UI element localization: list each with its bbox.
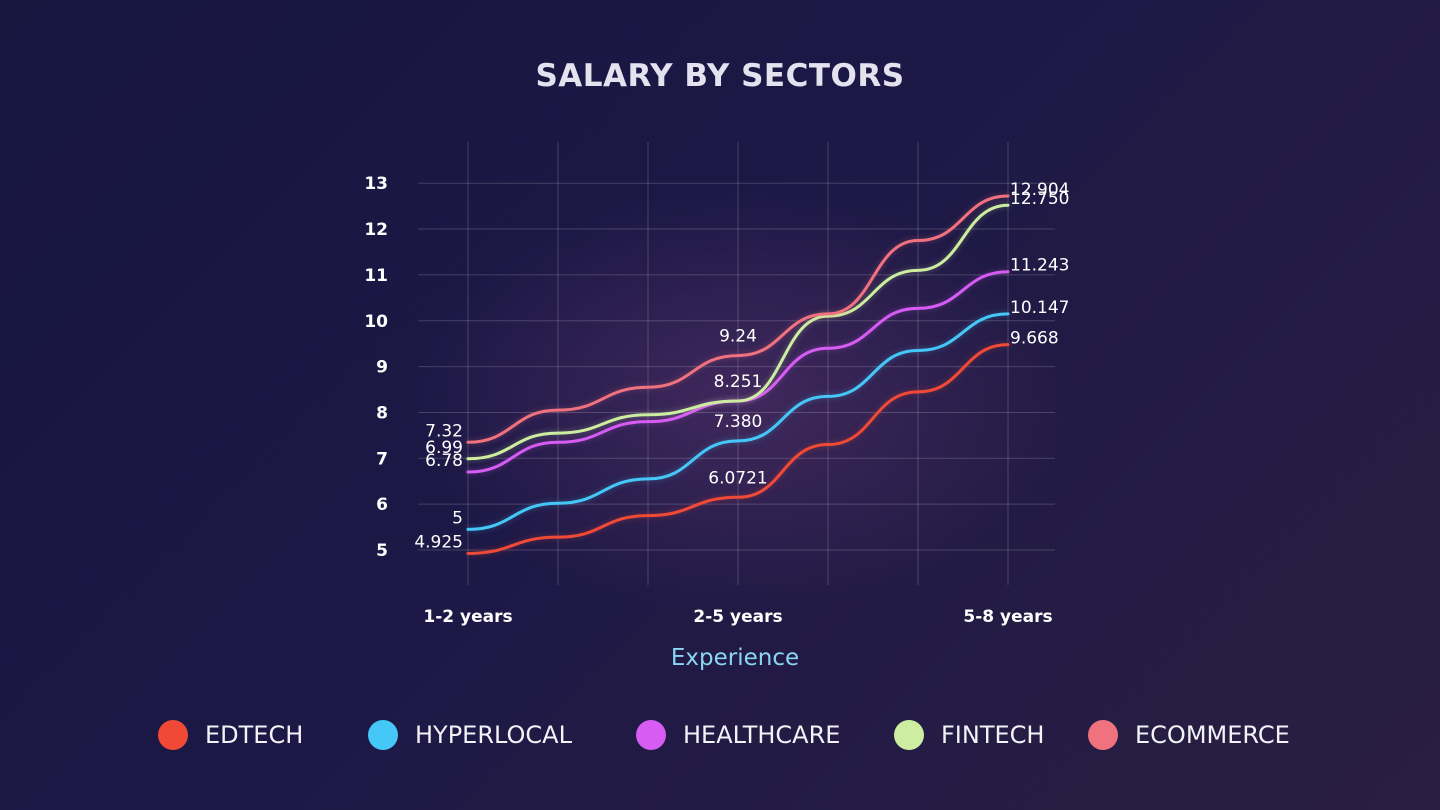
- x-axis-label: Experience: [670, 645, 800, 671]
- data-label-hyperlocal: 5: [452, 508, 463, 528]
- legend-item-healthcare: HEALTHCARE: [636, 714, 840, 756]
- data-label-edtech: 9.668: [1010, 329, 1059, 349]
- data-label-healthcare: 11.243: [1010, 256, 1069, 276]
- data-label-fintech: 6.99: [425, 438, 463, 458]
- legend-label: HEALTHCARE: [683, 721, 841, 749]
- legend-item-fintech: FINTECH: [894, 714, 1044, 756]
- legend-swatch: [158, 720, 188, 750]
- series-line-fintech: [466, 203, 1010, 461]
- data-label-ecommerce: 7.32: [425, 421, 463, 441]
- y-tick-label: 8: [376, 403, 388, 423]
- x-tick-label: 2-5 years: [693, 607, 782, 627]
- y-tick-label: 7: [376, 449, 388, 469]
- y-tick-label: 9: [376, 358, 388, 378]
- line-chart: 5 6 7 8 9 10 11 12 13 1-2 years 2-5 years 5-8 year…: [364, 174, 1070, 627]
- y-tick-label: 11: [364, 266, 388, 286]
- x-tick-label: 1-2 years: [423, 607, 512, 627]
- series-lines: [466, 194, 1010, 555]
- legend-item-edtech: EDTECH: [158, 714, 303, 756]
- y-tick-label: 5: [376, 541, 388, 561]
- series-line-ecommerce: [466, 194, 1010, 444]
- legend-item-ecommerce: ECOMMERCE: [1088, 714, 1290, 756]
- x-axis-ticks: 1-2 years 2-5 years 5-8 years: [423, 607, 1052, 627]
- y-tick-label: 12: [364, 220, 388, 240]
- legend-label: HYPERLOCAL: [415, 721, 572, 749]
- legend-swatch: [1088, 720, 1118, 750]
- legend-label: ECOMMERCE: [1135, 721, 1290, 749]
- y-tick-label: 10: [364, 312, 388, 332]
- legend-item-hyperlocal: HYPERLOCAL: [368, 714, 572, 756]
- data-label-edtech: 6.0721: [708, 468, 767, 488]
- y-tick-label: 6: [376, 495, 388, 515]
- legend-label: EDTECH: [205, 721, 304, 749]
- series-line-edtech: [466, 343, 1010, 555]
- legend-swatch: [636, 720, 666, 750]
- x-tick-label: 5-8 years: [963, 607, 1052, 627]
- y-tick-label: 13: [364, 174, 388, 194]
- legend-swatch: [894, 720, 924, 750]
- data-label-healthcare: 8.251: [714, 372, 763, 392]
- data-label-fintech: 12.750: [1010, 189, 1069, 209]
- series-line-hyperlocal: [466, 312, 1010, 531]
- y-axis-ticks: 5 6 7 8 9 10 11 12 13: [364, 174, 388, 561]
- data-label-ecommerce: 12.904: [1010, 180, 1069, 200]
- chart-title: SALARY BY SECTORS: [535, 58, 905, 94]
- data-label-ecommerce: 9.24: [719, 327, 757, 347]
- legend-label: FINTECH: [941, 721, 1045, 749]
- data-label-hyperlocal: 7.380: [714, 412, 763, 432]
- data-labels: 4.925 6.0721 9.668 5 7.380 10.147 6.78 8.251 11.…: [414, 180, 1069, 552]
- data-label-healthcare: 6.78: [425, 451, 463, 471]
- legend: EDTECH HYPERLOCAL HEALTHCARE FINTECH ECOMMER…: [0, 714, 1440, 756]
- data-label-edtech: 4.925: [414, 532, 463, 552]
- legend-swatch: [368, 720, 398, 750]
- data-label-hyperlocal: 10.147: [1010, 298, 1069, 318]
